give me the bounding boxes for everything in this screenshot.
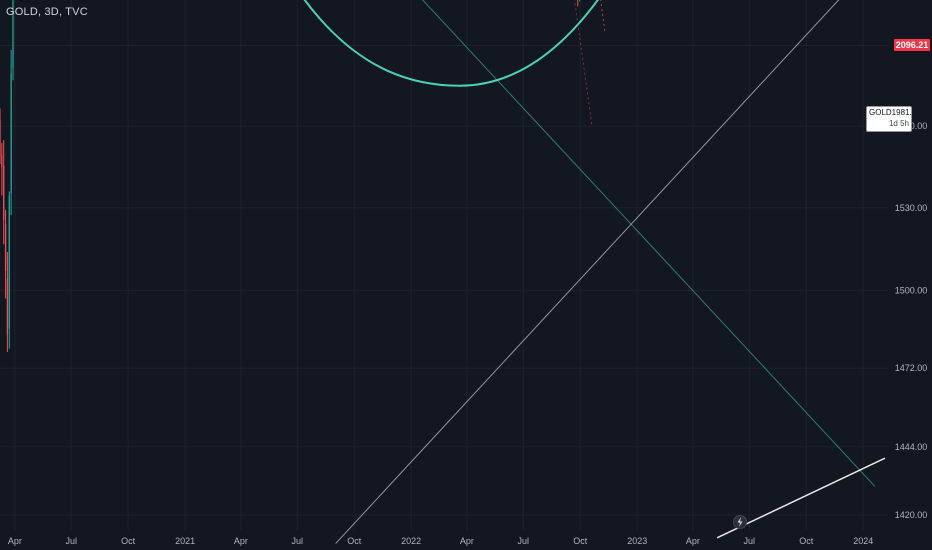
symbol-title: GOLD, 3D, TVC [6,6,88,18]
symbol-tag-price: 1981.41 [891,108,921,117]
chart-grid [0,0,888,530]
candle-body [3,166,5,220]
x-tick-label: Jul [744,536,756,546]
x-tick-label: Oct [799,536,814,546]
last-price-label: 2096.21 [894,39,930,51]
x-tick-label: Jul [518,536,530,546]
cup-arc [303,0,599,87]
x-tick-label: Oct [573,536,588,546]
y-tick-label: 1444.00 [895,442,928,452]
trendline-descending [422,0,876,487]
candle-body [1,155,3,167]
x-tick-label: Oct [121,536,136,546]
x-tick-label: Apr [234,536,248,546]
x-tick-label: 2021 [175,536,195,546]
x-tick-label: Apr [686,536,700,546]
candle-body [0,119,1,157]
candle-body [10,74,12,193]
x-tick-label: Jul [65,536,77,546]
symbol-price-tag: GOLD 1981.41 1d 5h [866,106,921,132]
y-tick-label: 1420.00 [895,510,928,520]
candle-body [12,0,14,68]
lightning-icon[interactable] [733,515,747,529]
channel-line-lower [574,0,593,127]
candlestick-series [0,0,581,352]
x-tick-label: Apr [460,536,474,546]
y-tick-label: 1472.00 [895,363,928,373]
candle-body [4,224,7,272]
x-tick-label: Jul [291,536,303,546]
chart-axes: Apr Jul Oct 2021 Apr Jul Oct 2022 Apr Jul Oct 2023 A… [8,41,928,546]
y-tick-label: 1530.00 [895,203,928,213]
x-tick-label: Apr [8,536,22,546]
x-tick-label: 2024 [853,536,873,546]
channel-line-upper [600,0,606,33]
symbol-tag-name: GOLD [869,108,892,117]
candle-body [6,278,9,334]
drawing-tools [303,0,886,544]
y-tick-label: 1500.00 [895,285,928,295]
x-tick-label: Oct [347,536,362,546]
candle-body [8,196,10,329]
x-tick-label: 2023 [627,536,647,546]
bar-countdown: 1d 5h [888,119,909,128]
x-tick-label: 2022 [401,536,421,546]
trendline-ascending [335,0,840,544]
